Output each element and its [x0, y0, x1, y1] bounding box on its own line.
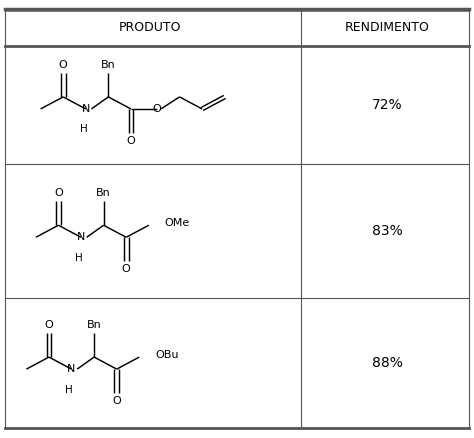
Text: N: N [82, 104, 90, 114]
Text: PRODUTO: PRODUTO [119, 21, 182, 34]
Text: O: O [112, 396, 121, 406]
Text: 88%: 88% [372, 356, 403, 370]
Text: Bn: Bn [101, 60, 116, 70]
Text: Bn: Bn [96, 188, 111, 198]
Text: OBu: OBu [155, 350, 178, 360]
Text: O: O [54, 188, 63, 198]
Text: RENDIMENTO: RENDIMENTO [345, 21, 430, 34]
Text: 72%: 72% [372, 98, 403, 112]
Text: N: N [67, 364, 76, 374]
Text: O: O [122, 264, 130, 274]
Text: 83%: 83% [372, 224, 403, 238]
Text: N: N [77, 232, 85, 242]
Text: H: H [80, 124, 87, 134]
Text: O: O [45, 320, 54, 330]
Text: OMe: OMe [164, 218, 190, 228]
Text: H: H [65, 385, 73, 395]
Text: O: O [153, 104, 161, 114]
Text: Bn: Bn [87, 320, 101, 330]
Text: H: H [75, 253, 82, 263]
Text: O: O [127, 136, 135, 146]
Text: O: O [59, 60, 68, 70]
